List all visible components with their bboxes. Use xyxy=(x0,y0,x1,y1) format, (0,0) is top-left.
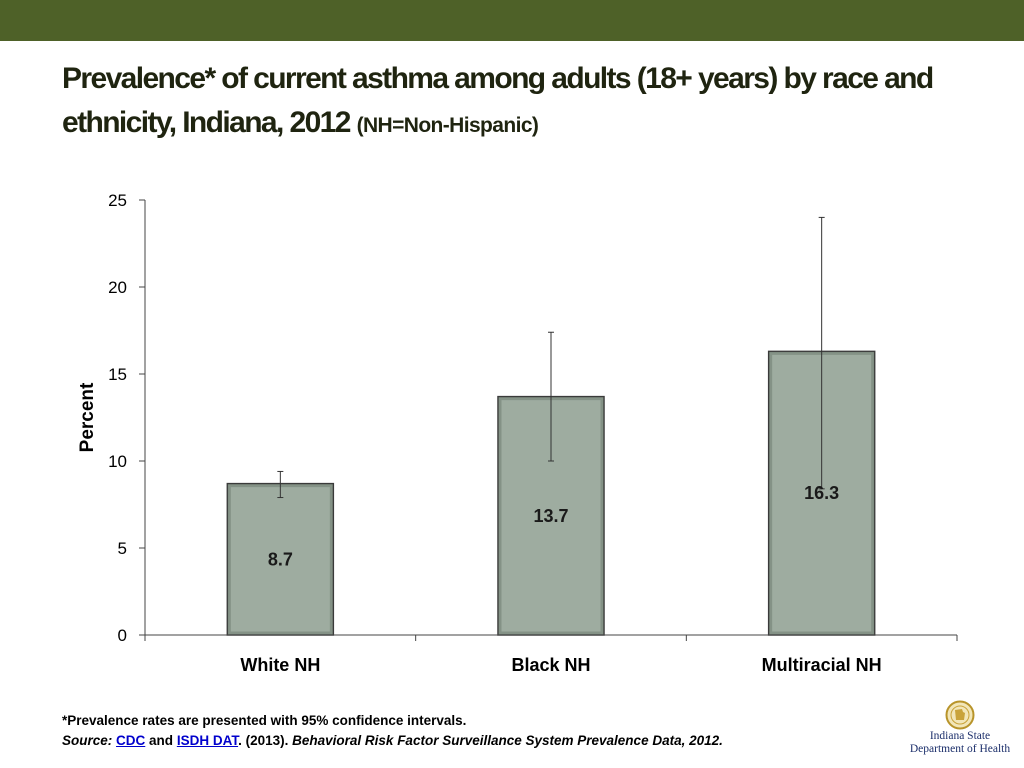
header-band xyxy=(0,0,1024,41)
chart-title-main: Prevalence* of current asthma among adul… xyxy=(62,62,934,139)
data-label: 13.7 xyxy=(533,506,568,526)
logo-text: Indiana State Department of Health xyxy=(903,730,1017,756)
footnote-ci-note: *Prevalence rates are presented with 95%… xyxy=(62,713,467,728)
and-text: and xyxy=(149,733,174,748)
y-tick-label: 10 xyxy=(108,452,127,471)
x-tick-label: Black NH xyxy=(511,655,590,675)
indiana-seal-icon xyxy=(945,700,975,730)
cdc-link[interactable]: CDC xyxy=(116,733,146,748)
isdh-dat-link[interactable]: ISDH DAT xyxy=(176,733,239,748)
footnote-source-line: Source: CDC and ISDH DAT. (2013). Behavi… xyxy=(62,731,862,751)
bar xyxy=(226,482,335,636)
logo-line-1: Indiana State xyxy=(929,730,991,742)
bar-chart: 0 5 10 15 20 25 White NH Black NH Multiracial NH… xyxy=(77,191,958,675)
x-tick-label: White NH xyxy=(240,655,320,675)
data-label: 16.3 xyxy=(804,483,839,503)
isdh-logo: Indiana State Department of Health xyxy=(903,700,1017,760)
chart-title-subtitle: (NH=Non-Hispanic) xyxy=(356,114,539,137)
y-tick-label: 5 xyxy=(118,539,127,558)
citation-text: Behavioral Risk Factor Surveillance Syst… xyxy=(292,733,723,748)
footnote: *Prevalence rates are presented with 95%… xyxy=(62,711,862,751)
y-tick-label: 15 xyxy=(108,365,127,384)
y-axis-title: Percent xyxy=(77,382,98,452)
source-label: Source: xyxy=(62,733,113,748)
chart-title: Prevalence* of current asthma among adul… xyxy=(62,57,962,148)
year-text: . (2013). xyxy=(238,733,289,748)
y-tick-label: 25 xyxy=(108,191,127,210)
y-tick-label: 20 xyxy=(108,278,127,297)
logo-line-2: Department of Health xyxy=(909,743,1011,755)
data-label: 8.7 xyxy=(268,549,293,569)
y-tick-label: 0 xyxy=(118,626,127,645)
x-tick-label: Multiracial NH xyxy=(762,655,882,675)
